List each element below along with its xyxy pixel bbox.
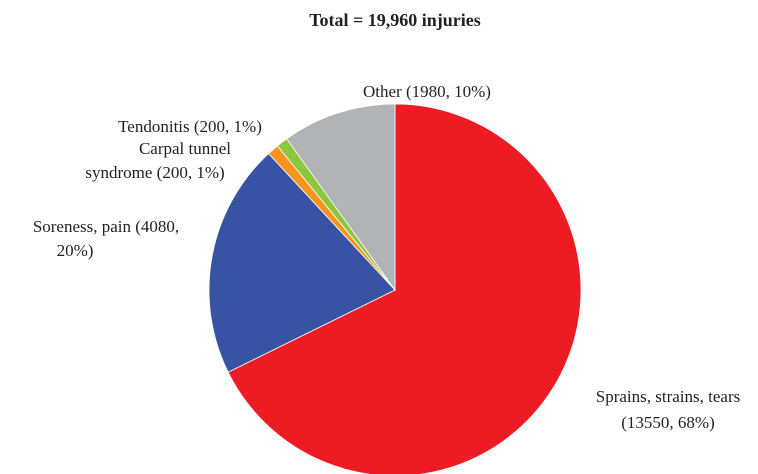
slice-label: Tendonitis (200, 1%)	[118, 117, 262, 136]
slice-label: 20%)	[57, 241, 94, 260]
slice-label: Soreness, pain (4080,	[33, 217, 179, 236]
chart-title: Total = 19,960 injuries	[309, 10, 481, 30]
pie-slice	[286, 103, 396, 292]
pie-slice	[227, 103, 582, 474]
slice-label: Other (1980, 10%)	[363, 82, 491, 101]
slice-label: Carpal tunnel	[139, 139, 231, 158]
slice-label: syndrome (200, 1%)	[85, 163, 224, 182]
slice-label: (13550, 68%)	[621, 413, 714, 432]
pie-slice	[208, 153, 396, 373]
slice-label: Sprains, strains, tears	[596, 387, 740, 406]
